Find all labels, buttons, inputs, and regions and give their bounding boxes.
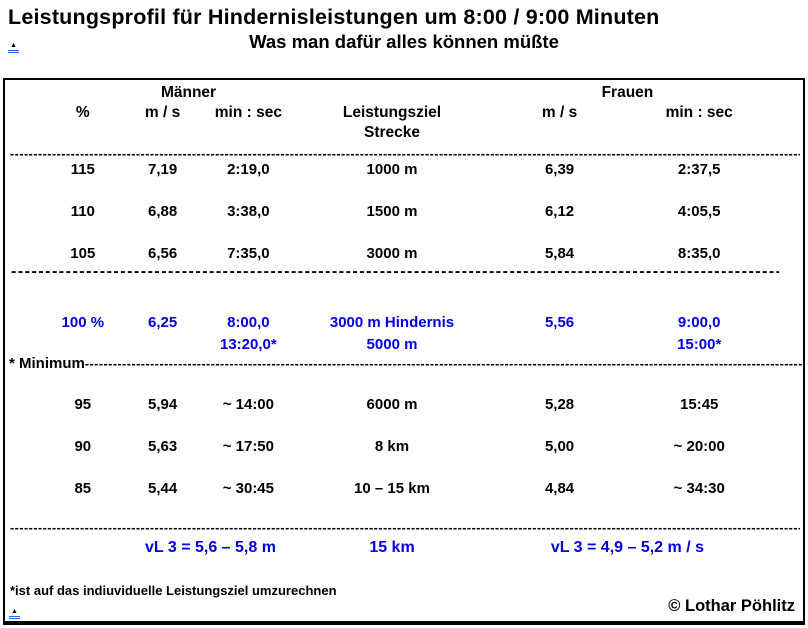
cell-pct: 100 % — [61, 313, 105, 331]
summary-distance: 15 km — [369, 538, 415, 556]
dashed-separator-bold: ----------------------------------------… — [11, 264, 779, 280]
cell-minsec-men: 7:35,0 — [227, 244, 270, 262]
header-ms-women: m / s — [541, 104, 578, 121]
target-row-line2: 13:20,0* 5000 m 15:00* — [5, 335, 803, 353]
cell-distance: 5000 m — [366, 335, 418, 353]
bookmark-anchor-icon[interactable]: ▲ — [9, 608, 20, 619]
cell-minsec-women: 4:05,5 — [677, 202, 721, 220]
summary-vl-women: vL 3 = 4,9 – 5,2 m / s — [550, 538, 704, 556]
cell-minsec-women: 8:35,0 — [677, 244, 721, 262]
table-row: 85 5,44 ~ 30:45 10 – 15 km 4,84 ~ 34:30 — [5, 479, 803, 497]
cell-ms-men: 6,56 — [147, 244, 178, 262]
table-row: 95 5,94 ~ 14:00 6000 m 5,28 15:45 — [5, 395, 803, 413]
cell-ms-men: 5,63 — [147, 437, 178, 455]
cell-minsec-men: ~ 14:00 — [222, 395, 274, 413]
performance-table: Männer Frauen % m / s min : sec Leistung… — [3, 78, 805, 625]
cell-minsec-women: ~ 20:00 — [673, 437, 725, 455]
header-minsec-men: min : sec — [214, 104, 282, 121]
cell-distance: 1000 m — [366, 160, 418, 178]
column-header-row-2: Strecke — [5, 124, 803, 142]
cell-minsec-men: ~ 17:50 — [222, 437, 274, 455]
cell-minsec-men: 8:00,0 — [227, 313, 270, 331]
triangle-glyph: ▲ — [10, 42, 17, 49]
cell-pct: 105 — [70, 244, 96, 262]
page-subtitle: Was man dafür alles können müßte — [249, 31, 559, 52]
cell-pct: 90 — [74, 437, 92, 455]
summary-vl-men: vL 3 = 5,6 – 5,8 m — [145, 538, 276, 556]
group-header-women: Frauen — [601, 84, 654, 101]
minimum-label: * Minimum — [9, 356, 85, 372]
cell-ms-women: 5,28 — [544, 395, 575, 413]
cell-distance: 10 – 15 km — [354, 479, 430, 497]
dashed-separator: ----------------------------------------… — [10, 148, 800, 161]
cell-ms-women: 6,39 — [544, 160, 575, 178]
group-header-men: Männer — [160, 84, 217, 101]
cell-ms-women: 5,84 — [544, 244, 575, 262]
dashed-separator: ----------------------------------------… — [84, 357, 805, 371]
dashed-separator: ----------------------------------------… — [10, 522, 800, 535]
cell-minsec-men: ~ 30:45 — [222, 479, 274, 497]
header-minsec-women: min : sec — [665, 104, 733, 121]
cell-distance: 1500 m — [366, 202, 418, 220]
cell-ms-men: 5,94 — [147, 395, 178, 413]
cell-distance: 3000 m — [366, 244, 418, 262]
table-row: 110 6,88 3:38,0 1500 m 6,12 4:05,5 — [5, 202, 803, 220]
copyright: © Lothar Pöhlitz — [668, 597, 795, 615]
table-row: 105 6,56 7:35,0 3000 m 5,84 8:35,0 — [5, 244, 803, 262]
cell-pct: 115 — [70, 160, 95, 178]
cell-distance: 6000 m — [366, 395, 418, 413]
cell-ms-men: 6,88 — [147, 202, 178, 220]
minimum-note-line: * Minimum-------------------------------… — [9, 356, 805, 372]
cell-minsec-men: 3:38,0 — [227, 202, 270, 220]
cell-ms-women: 5,00 — [544, 437, 575, 455]
summary-row: vL 3 = 5,6 – 5,8 m 15 km vL 3 = 4,9 – 5,… — [5, 538, 803, 557]
cell-minsec-women: 15:00* — [677, 335, 722, 353]
bookmark-anchor-icon[interactable]: ▲ — [8, 42, 19, 53]
cell-pct: 110 — [70, 202, 95, 220]
cell-minsec-men: 2:19,0 — [227, 160, 270, 178]
page-title: Leistungsprofil für Hindernisleistungen … — [8, 5, 660, 29]
cell-pct: 95 — [74, 395, 92, 413]
cell-minsec-women: 2:37,5 — [677, 160, 721, 178]
cell-minsec-women: 9:00,0 — [677, 313, 721, 331]
table-row: 115 7,19 2:19,0 1000 m 6,39 2:37,5 — [5, 160, 803, 178]
header-goal: Leistungsziel — [342, 104, 442, 121]
cell-ms-women: 6,12 — [544, 202, 575, 220]
cell-ms-men: 7,19 — [147, 160, 178, 178]
cell-minsec-women: ~ 34:30 — [673, 479, 725, 497]
cell-ms-women: 4,84 — [544, 479, 575, 497]
column-header-row: % m / s min : sec Leistungsziel m / s mi… — [5, 104, 803, 122]
table-row: 90 5,63 ~ 17:50 8 km 5,00 ~ 20:00 — [5, 437, 803, 455]
triangle-glyph: ▲ — [11, 608, 18, 615]
cell-pct: 85 — [74, 479, 92, 497]
cell-ms-women: 5,56 — [544, 313, 575, 331]
cell-distance: 3000 m Hindernis — [329, 313, 455, 331]
cell-ms-men: 5,44 — [147, 479, 178, 497]
cell-ms-men: 6,25 — [147, 313, 178, 331]
header-pct: % — [75, 104, 90, 121]
header-strecke: Strecke — [363, 124, 420, 141]
header-ms-men: m / s — [144, 104, 181, 121]
cell-minsec-men: 13:20,0* — [220, 335, 277, 353]
footnote: *ist auf das indiuviduelle Leistungsziel… — [10, 583, 337, 598]
cell-minsec-women: 15:45 — [680, 395, 719, 413]
cell-distance: 8 km — [374, 437, 410, 455]
target-row: 100 % 6,25 8:00,0 3000 m Hindernis 5,56 … — [5, 313, 803, 331]
